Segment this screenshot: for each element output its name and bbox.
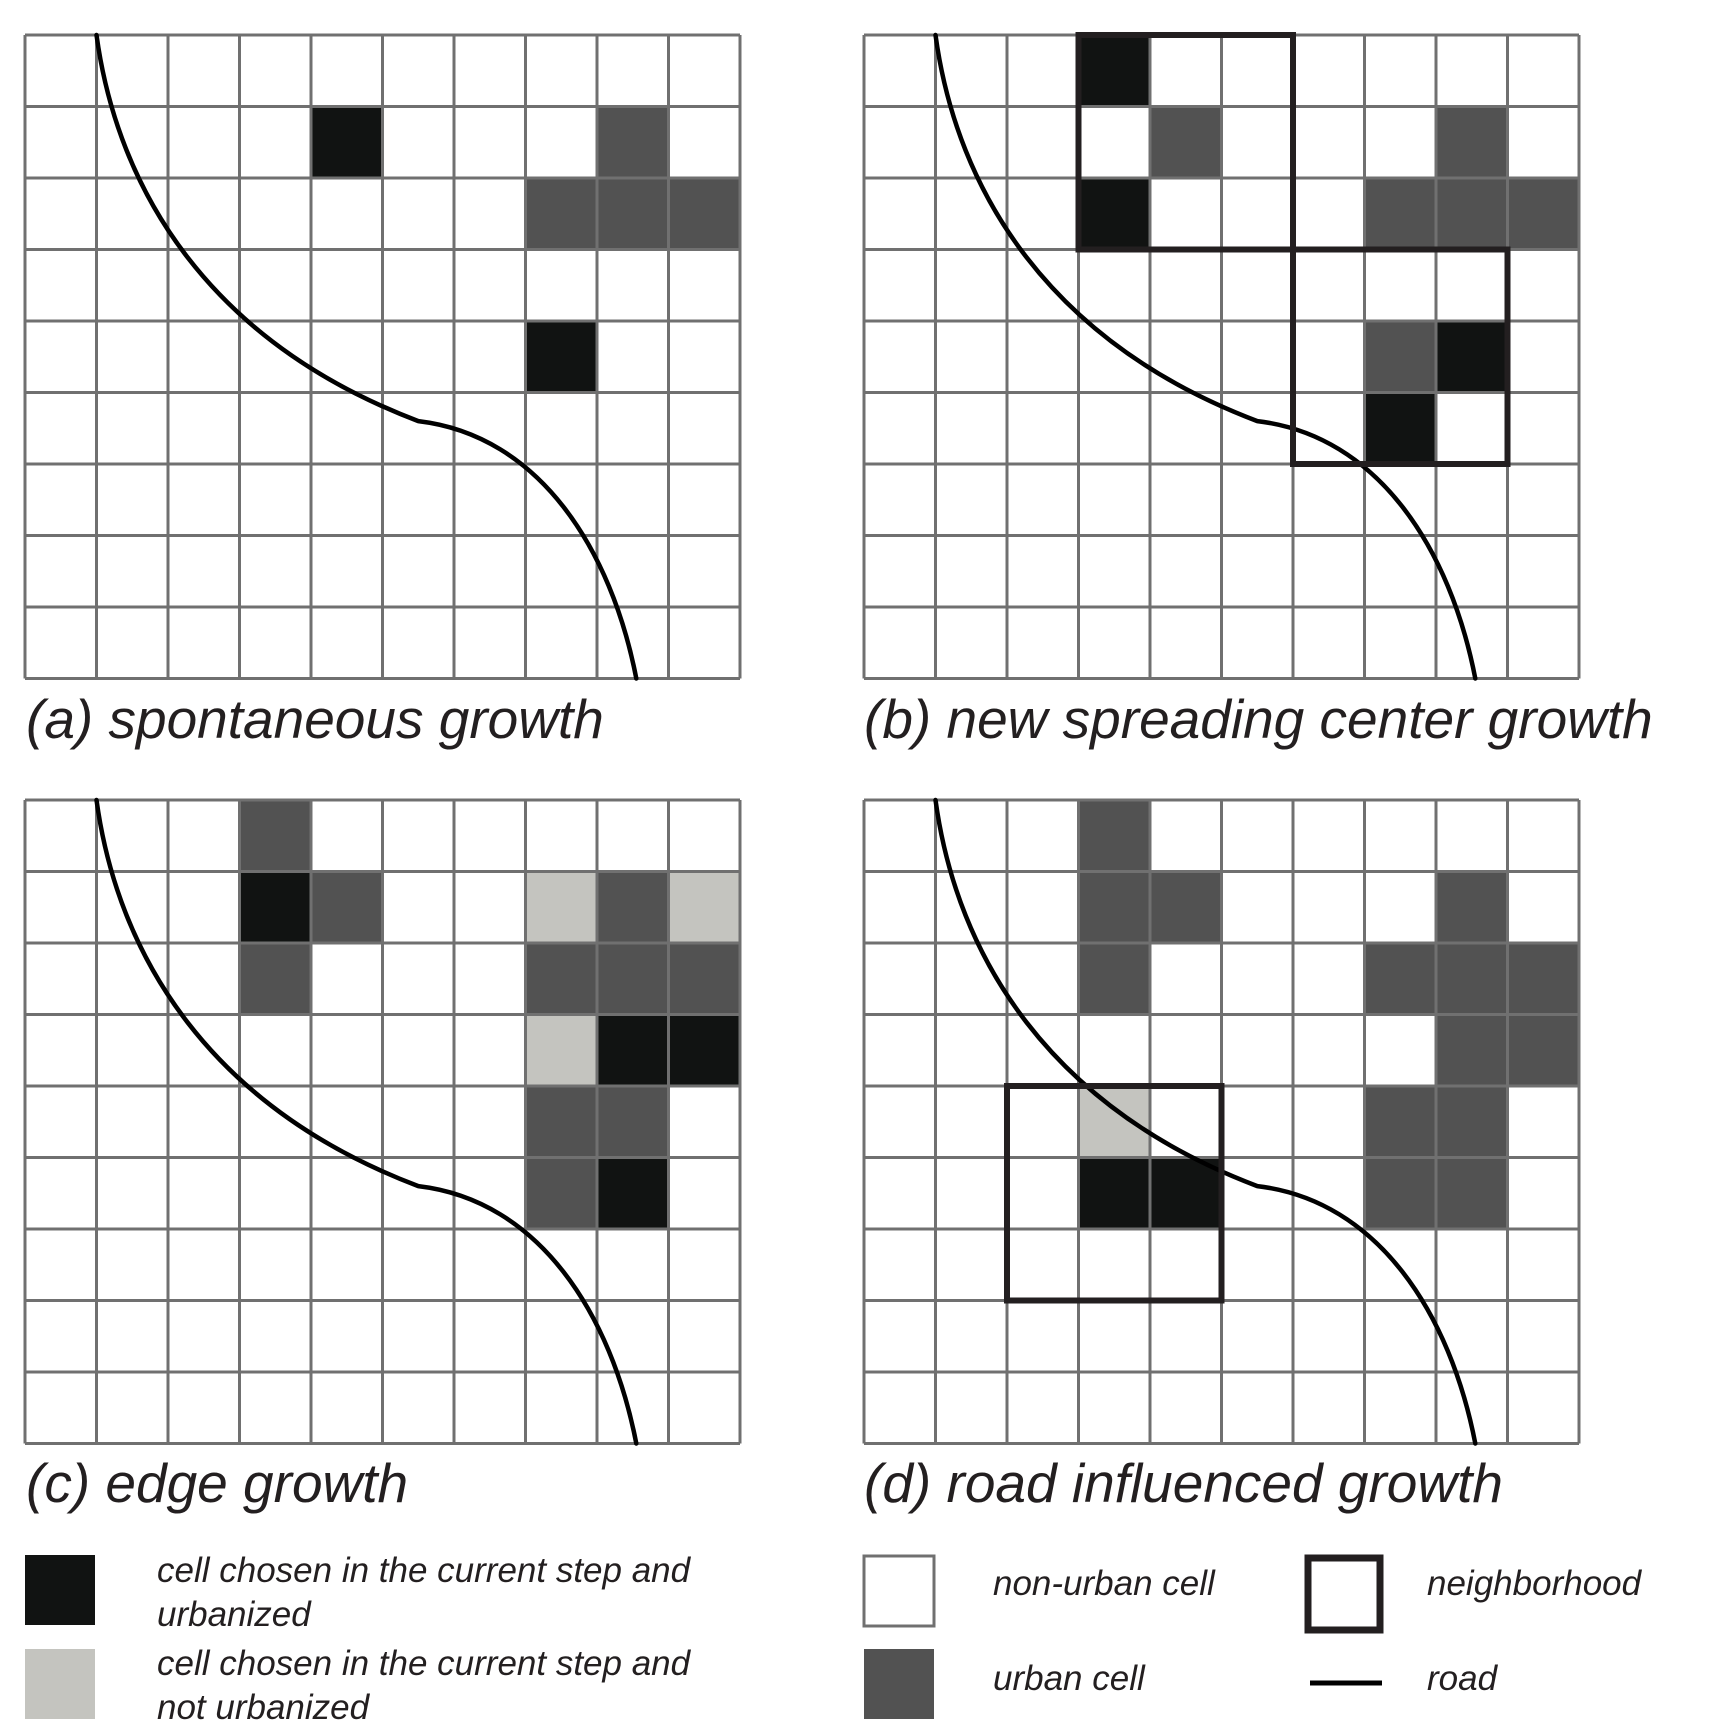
cell-chosen-urbanized [1150,1157,1222,1229]
cell-chosen-urbanized [239,871,311,943]
legend-swatch-chosen-not-urbanized [25,1649,95,1719]
road-path [933,32,1478,681]
legend-label-urban: urban cell [993,1659,1146,1698]
cell-urban [668,943,740,1015]
cell-urban [1436,1014,1508,1086]
legend-label-chosen-urbanized-line2: urbanized [157,1595,312,1634]
cell-urban [1364,178,1436,250]
panels [23,32,1581,1446]
road-path [94,32,639,681]
cell-chosen-urbanized [1436,321,1508,393]
legend-label-chosen-urbanized-line1: cell chosen in the current step and [157,1551,692,1590]
cell-chosen-urbanized [1078,178,1150,250]
cell-urban [1078,943,1150,1015]
cell-urban [1436,943,1508,1015]
cell-chosen-urbanized [1078,1157,1150,1229]
cell-chosen-urbanized [311,106,383,178]
cell-chosen-urbanized [668,1014,740,1086]
legend: cell chosen in the current step and urba… [25,1551,1643,1727]
cell-chosen-not-urbanized [525,1014,597,1086]
cell-urban [525,1086,597,1158]
road-path [94,797,639,1446]
cell-urban [597,943,669,1015]
cell-chosen-not-urbanized [525,871,597,943]
panel-d-grid [862,798,1581,1445]
panel-b [862,32,1581,681]
legend-label-neighborhood: neighborhood [1427,1564,1643,1603]
cell-urban [1364,321,1436,393]
caption-c: (c) edge growth [26,1452,408,1514]
cell-urban [1436,178,1508,250]
panel-c-grid [23,798,742,1445]
cell-urban [597,871,669,943]
cell-urban [1436,871,1508,943]
cell-urban [1364,1157,1436,1229]
panel-a [23,32,742,681]
cell-urban [668,178,740,250]
cell-urban [1436,1157,1508,1229]
cell-urban [525,943,597,1015]
neighborhood-box [1075,32,1296,253]
cell-urban [1507,1014,1579,1086]
caption-d: (d) road influenced growth [864,1452,1503,1514]
legend-swatch-neighborhood [1304,1554,1384,1634]
cell-urban [525,178,597,250]
cell-urban [1078,800,1150,872]
cell-chosen-urbanized [597,1157,669,1229]
cell-chosen-not-urbanized [1078,1086,1150,1158]
cell-urban [597,178,669,250]
road-path [933,797,1478,1446]
legend-label-chosen-not-urbanized-line2: not urbanized [157,1688,371,1727]
cell-urban [239,943,311,1015]
captions: (a) spontaneous growth (b) new spreading… [26,688,1653,1514]
neighborhood-box [1290,246,1511,467]
cell-urban [1507,178,1579,250]
panel-d [862,797,1581,1446]
cell-urban [1436,1086,1508,1158]
legend-label-chosen-not-urbanized-line1: cell chosen in the current step and [157,1644,692,1683]
panel-a-grid [23,33,742,680]
panel-c [23,797,742,1446]
cell-urban [525,1157,597,1229]
legend-label-non-urban: non-urban cell [993,1564,1216,1603]
caption-a: (a) spontaneous growth [26,688,604,750]
legend-swatch-urban [864,1649,934,1719]
cell-chosen-not-urbanized [668,871,740,943]
cell-urban [1507,943,1579,1015]
cell-urban [1150,106,1222,178]
cell-urban [1364,1086,1436,1158]
cell-chosen-urbanized [1364,392,1436,464]
legend-swatch-non-urban [862,1554,936,1628]
cell-urban [597,1086,669,1158]
cell-chosen-urbanized [597,1014,669,1086]
cell-urban [597,106,669,178]
legend-label-road: road [1427,1659,1499,1698]
caption-b: (b) new spreading center growth [864,688,1653,750]
cell-chosen-urbanized [1078,35,1150,107]
cell-urban [239,800,311,872]
legend-swatch-chosen-urbanized [25,1555,95,1625]
neighborhood-box [1004,1083,1225,1304]
cell-chosen-urbanized [525,321,597,393]
cell-urban [1078,871,1150,943]
cell-urban [311,871,383,943]
cell-urban [1150,871,1222,943]
cell-urban [1364,943,1436,1015]
cell-urban [1436,106,1508,178]
